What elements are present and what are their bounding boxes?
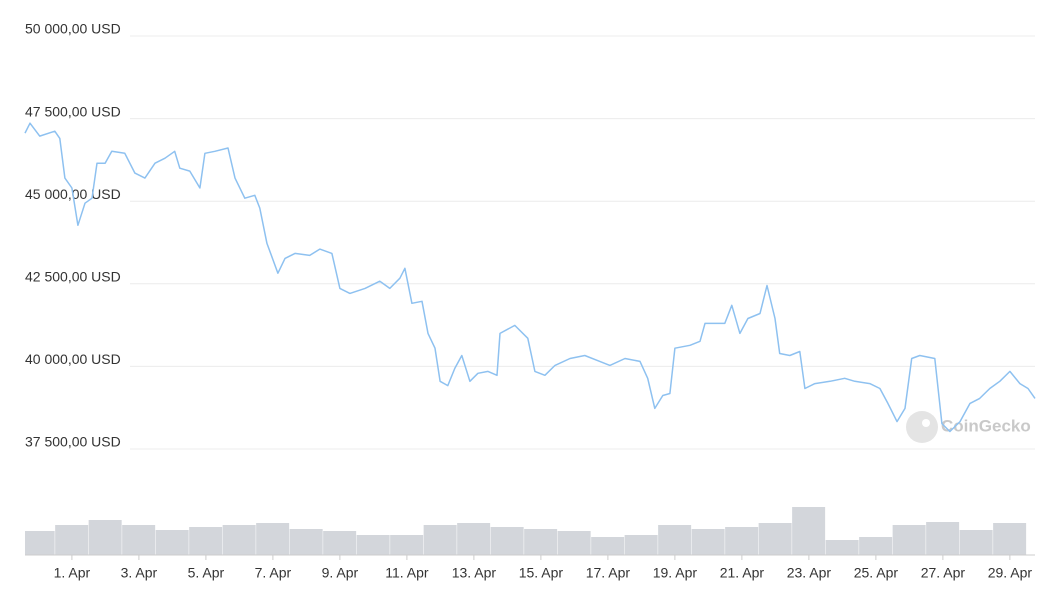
volume-bar	[993, 523, 1027, 555]
volume-bar	[356, 535, 390, 555]
volume-bar	[926, 522, 960, 555]
volume-bar	[457, 523, 491, 555]
volume-bar	[859, 537, 893, 555]
volume-bar	[591, 537, 625, 555]
volume-bar	[658, 525, 692, 555]
y-tick-label: 50 000,00 USD	[25, 21, 121, 37]
volume-bar	[88, 520, 122, 555]
volume-bar	[55, 525, 89, 555]
volume-bar	[758, 523, 792, 555]
x-tick-label: 7. Apr	[255, 565, 292, 581]
volume-bar	[155, 530, 189, 555]
x-tick-label: 23. Apr	[787, 565, 832, 581]
y-tick-label: 37 500,00 USD	[25, 434, 121, 450]
volume-bar	[624, 535, 658, 555]
x-tick-label: 1. Apr	[54, 565, 91, 581]
x-tick-label: 25. Apr	[854, 565, 899, 581]
volume-bar	[524, 529, 558, 555]
y-tick-label: 47 500,00 USD	[25, 103, 121, 119]
x-tick-label: 27. Apr	[921, 565, 966, 581]
volume-bar	[490, 527, 524, 555]
x-tick-label: 19. Apr	[653, 565, 698, 581]
x-tick-label: 15. Apr	[519, 565, 564, 581]
volume-bar	[289, 529, 323, 555]
volume-bar	[825, 540, 859, 555]
volume-bar	[792, 507, 826, 555]
volume-bar	[256, 523, 290, 555]
y-tick-label: 42 500,00 USD	[25, 269, 121, 285]
x-tick-label: 21. Apr	[720, 565, 765, 581]
x-tick-label: 13. Apr	[452, 565, 497, 581]
x-tick-label: 9. Apr	[322, 565, 359, 581]
volume-bar	[725, 527, 759, 555]
volume-bar	[323, 531, 357, 555]
y-tick-label: 40 000,00 USD	[25, 351, 121, 367]
volume-bar	[122, 525, 156, 555]
volume-bar	[25, 531, 55, 555]
volume-bar	[557, 531, 591, 555]
volume-bar	[892, 525, 926, 555]
plot: 37 500,00 USD 40 000,00 USD 42 500,00 USD 4…	[24, 21, 1036, 581]
volume-bar	[423, 525, 457, 555]
volume-bar	[189, 527, 223, 555]
x-tick-label: 3. Apr	[121, 565, 158, 581]
price-line	[24, 122, 1036, 433]
x-tick-label: 17. Apr	[586, 565, 631, 581]
volume-bar	[959, 530, 993, 555]
x-tick-label: 11. Apr	[385, 565, 429, 581]
x-tick-label: 29. Apr	[988, 565, 1033, 581]
x-tick-label: 5. Apr	[188, 565, 225, 581]
watermark-logo	[906, 411, 938, 443]
watermark: CoinGecko	[941, 416, 1031, 435]
volume-bar	[691, 529, 725, 555]
volume-bar	[390, 535, 424, 555]
volume-bar	[222, 525, 256, 555]
